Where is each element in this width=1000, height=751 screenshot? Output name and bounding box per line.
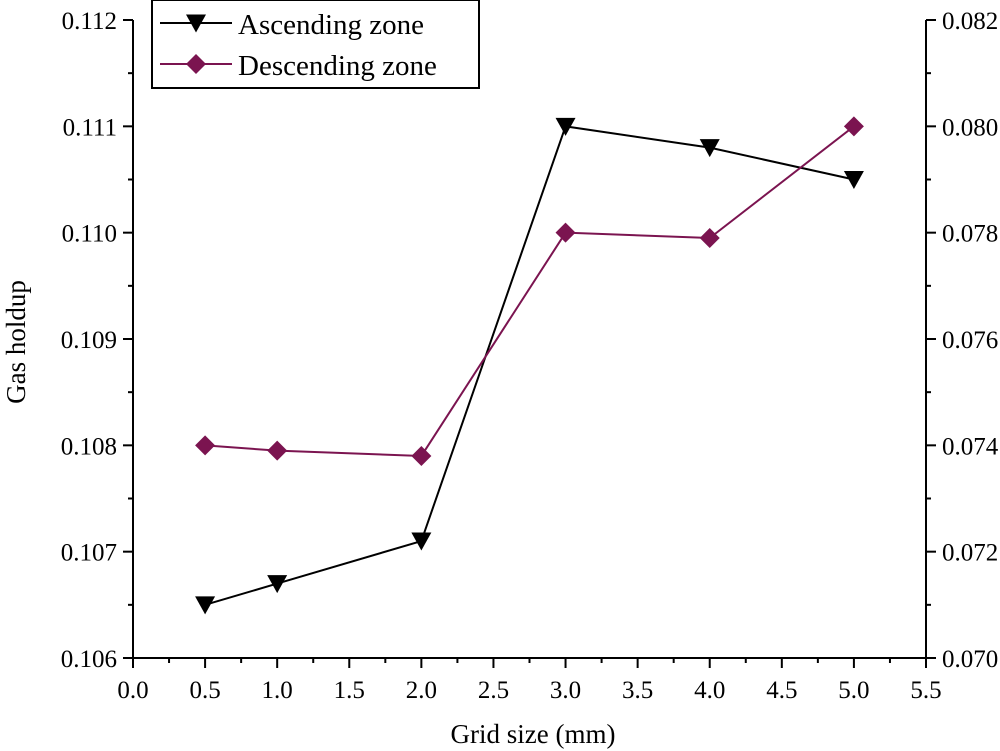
data-series <box>195 116 864 615</box>
series-line-descending <box>205 125 855 457</box>
y-axis-title: Gas holdup <box>1 280 31 404</box>
left-y-axis-ticks: 0.106 0.107 0.108 0.109 0.110 0.111 0.112 <box>61 8 133 673</box>
y-tick-label: 0.108 <box>61 433 117 460</box>
ascending-point <box>195 596 216 615</box>
axes <box>132 20 927 659</box>
legend: Ascending zone Descending zone <box>151 0 480 89</box>
ascending-point <box>843 171 864 189</box>
ascending-point <box>699 139 720 158</box>
x-tick-label: 5.0 <box>838 677 869 704</box>
x-tick-label: 3.5 <box>622 677 653 704</box>
x-tick-label: 2.5 <box>478 677 509 704</box>
y2-tick-label: 0.078 <box>942 221 998 248</box>
y2-tick-label: 0.074 <box>942 433 999 460</box>
y2-tick-label: 0.076 <box>942 327 998 354</box>
y2-tick-label: 0.080 <box>942 114 998 141</box>
x-tick-label: 2.0 <box>406 677 437 704</box>
y-tick-label: 0.111 <box>63 114 117 141</box>
y-tick-label: 0.112 <box>62 8 117 35</box>
descending-point <box>555 222 576 243</box>
descending-point <box>843 116 864 137</box>
x-tick-label: 0.0 <box>117 677 148 704</box>
legend-items <box>160 14 232 74</box>
x-tick-label: 1.5 <box>334 677 365 704</box>
y2-tick-label: 0.072 <box>942 540 998 567</box>
y2-tick-label: 0.070 <box>942 646 998 673</box>
x-tick-label: 0.5 <box>189 677 220 704</box>
descending-point <box>411 445 432 466</box>
y-tick-label: 0.107 <box>61 540 117 567</box>
x-tick-label: 5.5 <box>910 677 941 704</box>
series-line-ascending <box>204 125 855 606</box>
descending-point <box>195 435 216 456</box>
x-tick-label: 4.5 <box>766 677 797 704</box>
descending-point <box>267 440 288 461</box>
descending-point <box>699 227 720 248</box>
y-tick-label: 0.106 <box>61 646 117 673</box>
y2-tick-label: 0.082 <box>942 8 998 35</box>
legend-label-ascending: Ascending zone <box>238 9 424 41</box>
legend-label-descending: Descending zone <box>238 50 437 82</box>
legend-marker-descending <box>186 54 206 74</box>
x-axis-ticks: 0.0 0.5 1.0 1.5 2.0 2.5 3.0 3.5 4.0 4.5 5.0 5.5 <box>117 658 942 704</box>
ascending-point <box>267 575 288 594</box>
x-axis-title: Grid size (mm) <box>451 719 616 749</box>
x-tick-label: 3.0 <box>550 677 581 704</box>
x-tick-label: 1.0 <box>262 677 293 704</box>
right-y-axis-ticks: 0.070 0.072 0.074 0.076 0.078 0.080 0.082 <box>926 8 999 673</box>
legend-box <box>151 0 480 89</box>
ascending-point <box>411 532 432 551</box>
x-tick-label: 4.0 <box>694 677 725 704</box>
ascending-point <box>555 117 576 136</box>
y-tick-label: 0.110 <box>62 221 117 248</box>
legend-marker-ascending <box>186 14 206 33</box>
y-tick-label: 0.109 <box>61 327 117 354</box>
